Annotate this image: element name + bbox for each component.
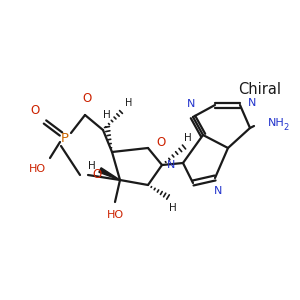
Text: O: O <box>82 92 91 105</box>
Text: N: N <box>167 160 175 170</box>
Text: O: O <box>92 169 101 182</box>
Text: H: H <box>103 110 111 120</box>
Text: H: H <box>88 161 96 171</box>
Text: N: N <box>187 99 195 109</box>
Text: O: O <box>31 104 40 117</box>
Text: H: H <box>169 203 177 213</box>
Text: HO: HO <box>106 210 124 220</box>
Text: N: N <box>248 98 256 108</box>
Text: H: H <box>184 133 192 143</box>
Text: O: O <box>156 136 165 149</box>
Text: NH: NH <box>268 118 285 128</box>
Polygon shape <box>99 168 120 180</box>
Text: Chiral: Chiral <box>238 82 281 98</box>
Text: H: H <box>125 98 132 108</box>
Text: HO: HO <box>29 164 46 174</box>
Text: P: P <box>61 131 69 145</box>
Text: N: N <box>214 186 222 196</box>
Text: 2: 2 <box>283 124 288 133</box>
